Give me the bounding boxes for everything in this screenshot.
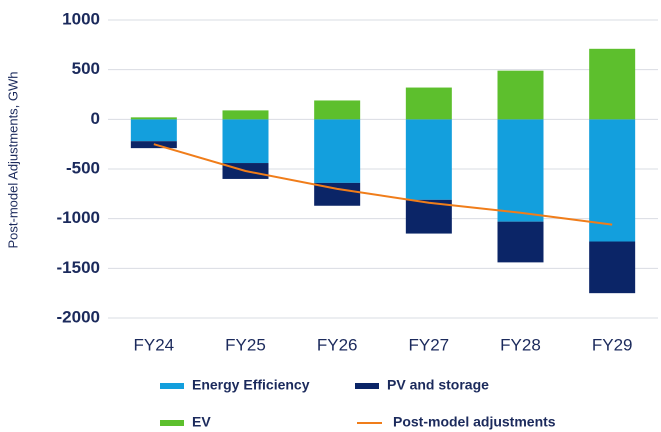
- y-tick-label: -2000: [57, 307, 100, 326]
- bar: [130, 119, 177, 142]
- legend-swatch: [355, 383, 379, 389]
- line: [153, 143, 613, 226]
- x-tick-label: FY29: [592, 335, 633, 354]
- bar: [589, 48, 636, 120]
- y-tick-label: 0: [91, 109, 100, 128]
- y-tick-label: -500: [66, 158, 100, 177]
- y-tick-label: 500: [72, 59, 100, 78]
- legend-label: EV: [192, 414, 211, 430]
- legend-label: Energy Efficiency: [192, 377, 310, 393]
- legend-label: PV and storage: [387, 377, 489, 393]
- bar: [497, 70, 544, 120]
- y-tick-label: -1500: [57, 258, 100, 277]
- bar: [405, 87, 452, 120]
- bar: [405, 119, 452, 200]
- bar: [222, 110, 269, 120]
- bar: [314, 100, 361, 120]
- bar: [589, 241, 636, 294]
- y-axis-label: Post-model Adjustments, GWh: [5, 71, 20, 248]
- x-tick-label: FY25: [225, 335, 266, 354]
- bar: [589, 119, 636, 242]
- x-tick-label: FY27: [409, 335, 450, 354]
- bar: [130, 117, 177, 120]
- bar: [314, 119, 361, 183]
- x-tick-label: FY24: [134, 335, 175, 354]
- legend-swatch: [160, 420, 184, 426]
- x-tick-label: FY28: [500, 335, 541, 354]
- x-tick-label: FY26: [317, 335, 358, 354]
- bar: [222, 119, 269, 164]
- bar: [497, 119, 544, 222]
- y-tick-label: -1000: [57, 208, 100, 227]
- bar: [314, 182, 361, 206]
- bar: [497, 221, 544, 263]
- legend-swatch: [160, 383, 184, 389]
- y-tick-label: 1000: [62, 9, 100, 28]
- legend-label: Post-model adjustments: [393, 414, 556, 430]
